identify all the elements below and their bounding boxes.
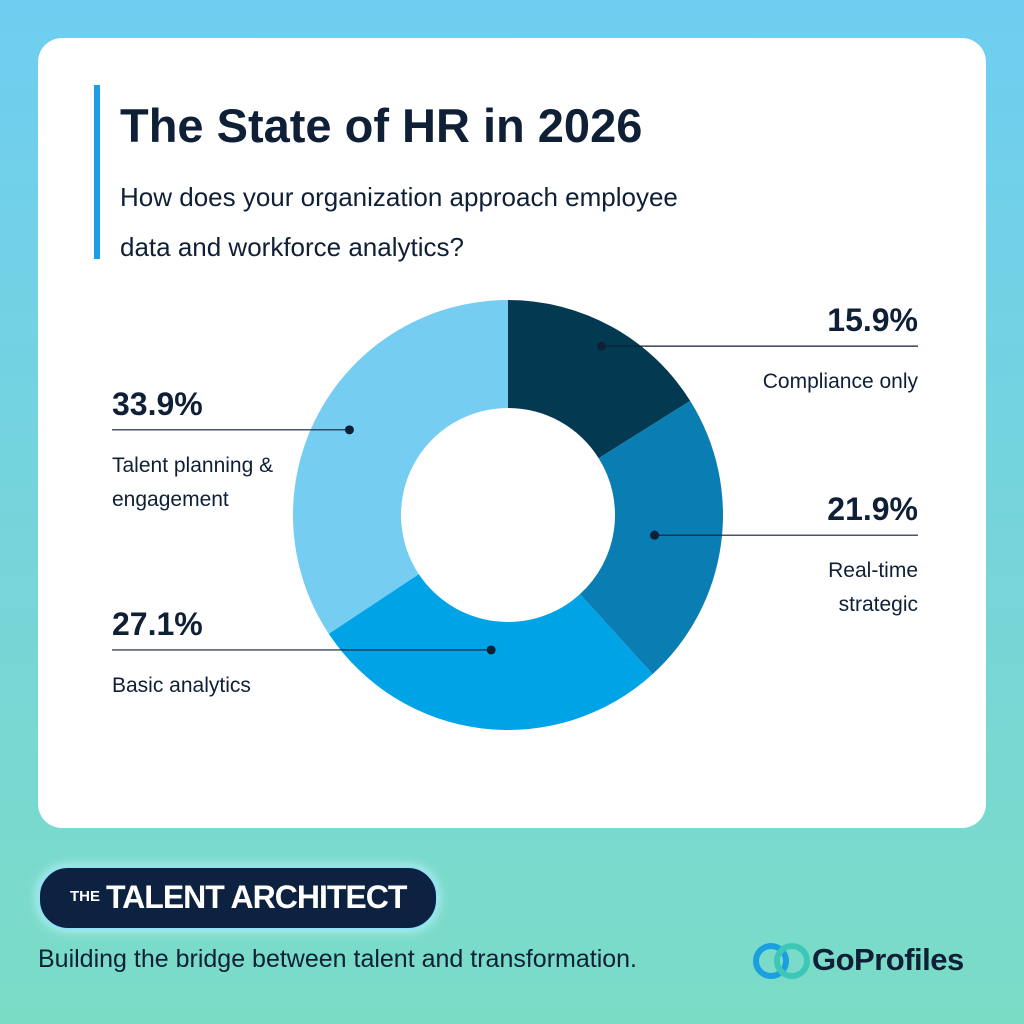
chart-subtitle: How does your organization approach empl… — [120, 182, 678, 262]
logo-text: GoProfiles — [812, 942, 964, 977]
category-label: Compliance only — [762, 370, 918, 394]
slice — [292, 300, 508, 634]
value-label: 21.9% — [827, 491, 918, 528]
leader-dot — [650, 530, 660, 540]
badge-text: TALENT ARCHITECT — [106, 879, 407, 915]
category-label: Basic analytics — [112, 673, 251, 697]
value-label: 27.1% — [112, 605, 203, 642]
value-label: 33.9% — [112, 385, 203, 422]
value-label: 15.9% — [827, 302, 918, 339]
tagline: Building the bridge between talent and t… — [38, 945, 637, 973]
leader-dot — [596, 341, 606, 351]
badge: THE TALENT ARCHITECT — [38, 866, 438, 930]
category-label: Talent planning & engagement — [112, 453, 274, 511]
logo-icon — [753, 943, 810, 979]
leader-dot — [344, 425, 354, 435]
badge-prefix: THE — [70, 888, 100, 905]
leader-dot — [486, 645, 496, 655]
accent-bar — [94, 85, 100, 259]
slice — [508, 300, 691, 459]
category-label: Real-time strategic — [828, 559, 918, 617]
chart-title: The State of HR in 2026 — [120, 99, 643, 152]
